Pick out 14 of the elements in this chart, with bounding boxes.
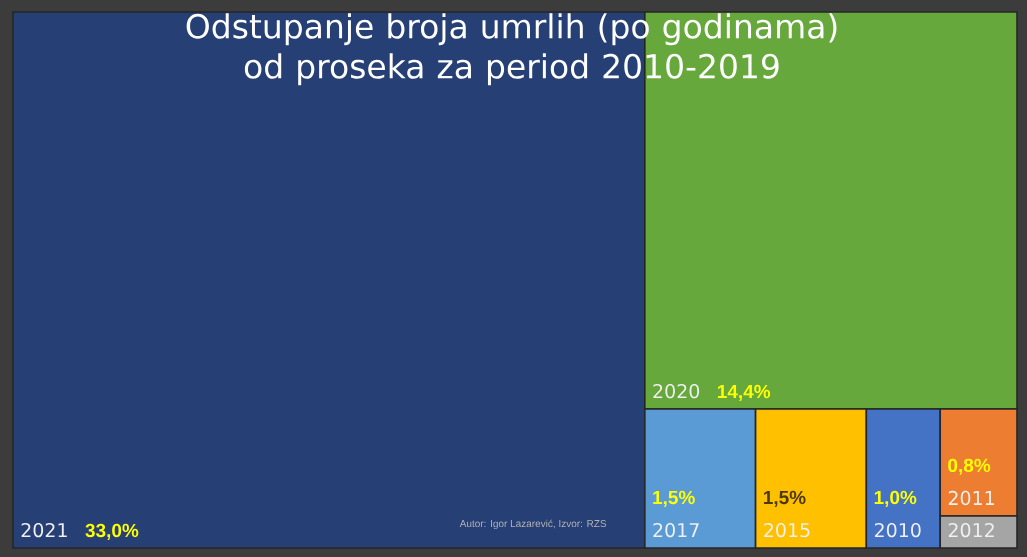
data-label: 0,8% xyxy=(948,458,991,475)
category-label: 2015 xyxy=(764,522,810,538)
category-label: 2017 xyxy=(653,522,699,538)
text: Autor: Igor Lazarević, Izvor: RZS xyxy=(459,519,607,530)
category-label: 2010 xyxy=(874,522,921,538)
category-label: 2012 xyxy=(948,522,994,538)
data-label: 1,0% xyxy=(874,490,917,507)
data-label: 33,0% xyxy=(85,523,139,540)
category-label: 2021 xyxy=(21,522,67,538)
data-label: 14,4% xyxy=(717,384,771,401)
category-label: 2020 xyxy=(653,383,700,399)
data-label: 1,5% xyxy=(763,490,806,507)
data-label: 1,5% xyxy=(653,490,695,507)
category-label: 2011 xyxy=(948,490,994,506)
